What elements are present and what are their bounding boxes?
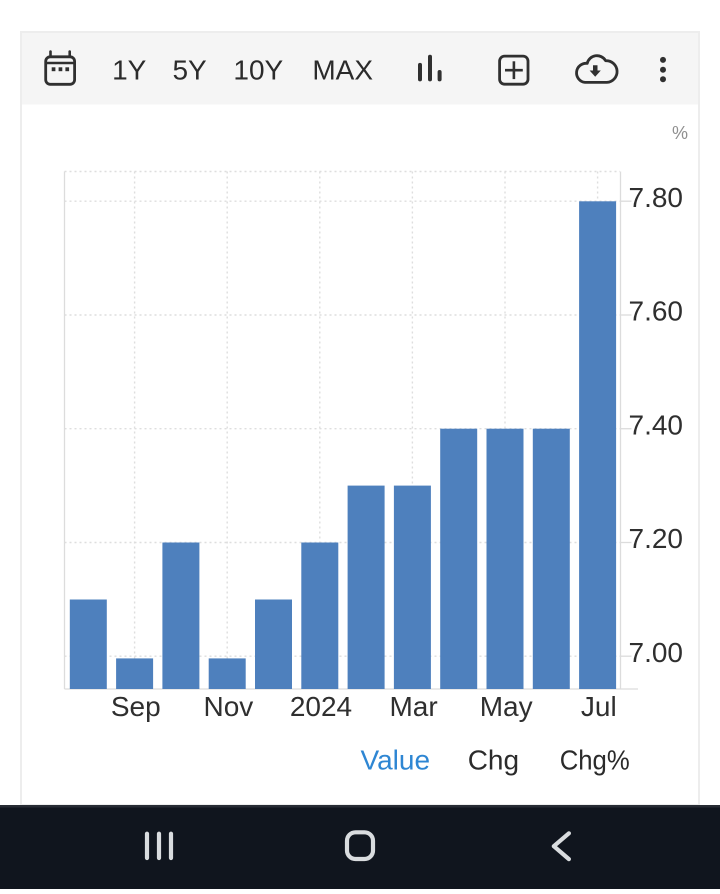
svg-text:7.20: 7.20 bbox=[629, 523, 684, 554]
svg-text:Chg: Chg bbox=[468, 744, 519, 775]
svg-text:10Y: 10Y bbox=[233, 55, 283, 86]
svg-text:May: May bbox=[480, 691, 533, 722]
svg-text:7.60: 7.60 bbox=[629, 296, 684, 327]
svg-text:Value: Value bbox=[361, 744, 431, 775]
svg-text:%: % bbox=[672, 123, 688, 143]
svg-text:2024: 2024 bbox=[290, 691, 352, 722]
svg-text:7.80: 7.80 bbox=[629, 182, 684, 213]
svg-text:Nov: Nov bbox=[204, 691, 254, 722]
svg-text:Mar: Mar bbox=[389, 691, 437, 722]
svg-text:1Y: 1Y bbox=[112, 55, 147, 86]
svg-text:Jul: Jul bbox=[581, 691, 617, 722]
svg-text:7.00: 7.00 bbox=[629, 637, 684, 668]
svg-text:7.40: 7.40 bbox=[629, 409, 684, 440]
svg-text:Sep: Sep bbox=[111, 691, 161, 722]
svg-text:Chg%: Chg% bbox=[560, 744, 630, 775]
svg-text:5Y: 5Y bbox=[172, 55, 207, 86]
svg-text:MAX: MAX bbox=[312, 55, 373, 86]
